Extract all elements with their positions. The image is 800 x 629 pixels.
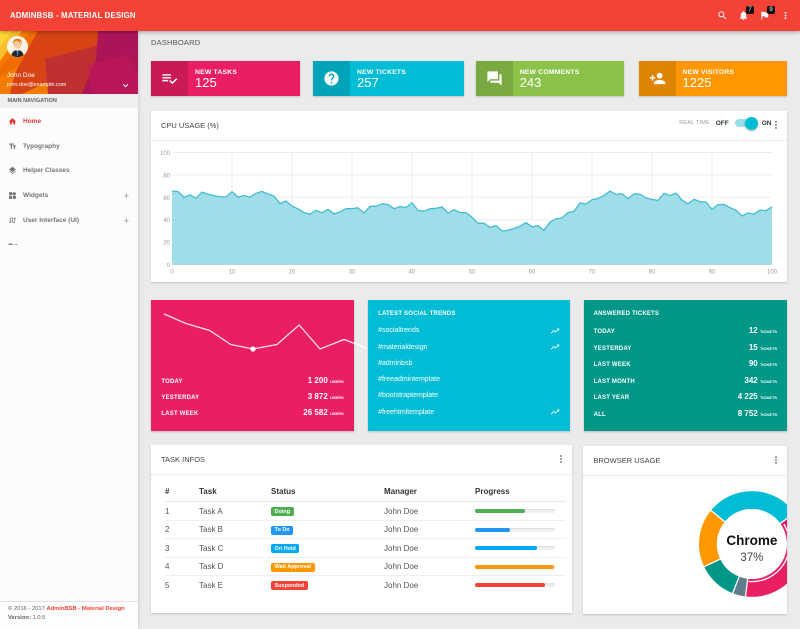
svg-text:50: 50 <box>469 270 476 276</box>
svg-text:10: 10 <box>229 270 236 276</box>
svg-text:30: 30 <box>349 270 356 276</box>
svg-text:90: 90 <box>709 270 716 276</box>
svg-text:0: 0 <box>170 270 174 276</box>
svg-text:60: 60 <box>163 196 170 202</box>
svg-text:40: 40 <box>409 270 416 276</box>
svg-text:60: 60 <box>529 270 536 276</box>
svg-text:100: 100 <box>160 151 171 157</box>
svg-text:20: 20 <box>289 270 296 276</box>
svg-text:20: 20 <box>163 241 170 247</box>
svg-text:40: 40 <box>163 218 170 224</box>
svg-text:37%: 37% <box>741 552 764 564</box>
svg-text:0: 0 <box>167 263 171 269</box>
svg-text:70: 70 <box>589 270 596 276</box>
svg-text:Chrome: Chrome <box>727 533 778 548</box>
svg-text:80: 80 <box>163 173 170 179</box>
svg-text:80: 80 <box>649 270 656 276</box>
svg-text:100: 100 <box>767 270 778 276</box>
